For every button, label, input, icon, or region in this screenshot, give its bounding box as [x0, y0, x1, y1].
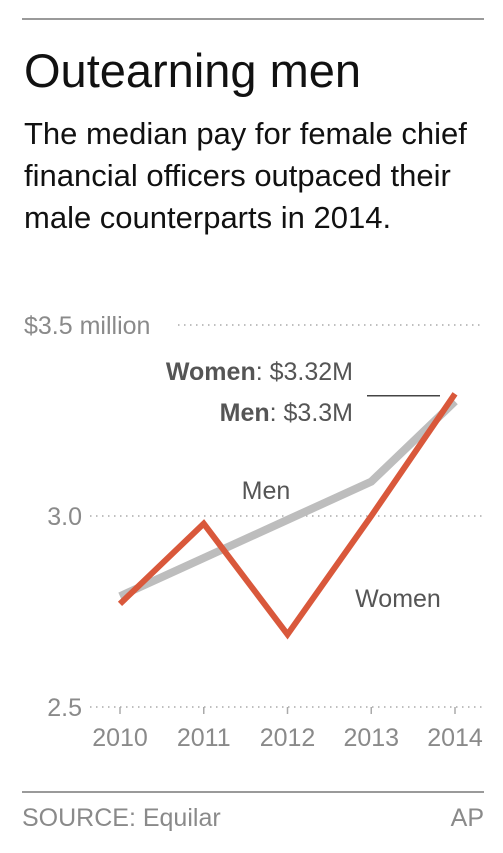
- men-end-value-name: Men: [220, 399, 270, 427]
- x-tick-label: 2014: [427, 724, 483, 752]
- women-end-value-value: : $3.32M: [256, 358, 353, 386]
- men-line: [118, 398, 458, 600]
- x-tick-label: 2012: [260, 724, 316, 752]
- credit-label: AP: [450, 804, 484, 832]
- x-tick-label: 2011: [177, 724, 231, 752]
- men-series-label: Men: [242, 477, 291, 505]
- x-tick-label: 2010: [92, 724, 148, 752]
- top-rule: [22, 18, 484, 20]
- men-end-value-value: : $3.3M: [270, 399, 353, 427]
- bottom-rule: [22, 791, 484, 793]
- y-tick-label: $3.5 million: [24, 312, 150, 340]
- chart-subtitle: The median pay for female chief financia…: [24, 116, 467, 235]
- women-series-label: Women: [355, 585, 441, 613]
- women-line: [117, 392, 458, 640]
- source-note: SOURCE: Equilar: [22, 804, 221, 832]
- x-tick-label: 2013: [343, 724, 399, 752]
- women-end-value: Women: $3.32M: [166, 358, 353, 386]
- men-end-value: Men: $3.3M: [220, 399, 353, 427]
- line-chart: $3.5 million 3.0 2.5 2010 2011 2012 2013 2014 Me…: [24, 312, 483, 752]
- y-tick-label: 3.0: [47, 503, 82, 531]
- y-tick-label: 2.5: [47, 694, 82, 722]
- chart-title: Outearning men: [24, 44, 362, 97]
- women-end-value-name: Women: [166, 358, 256, 386]
